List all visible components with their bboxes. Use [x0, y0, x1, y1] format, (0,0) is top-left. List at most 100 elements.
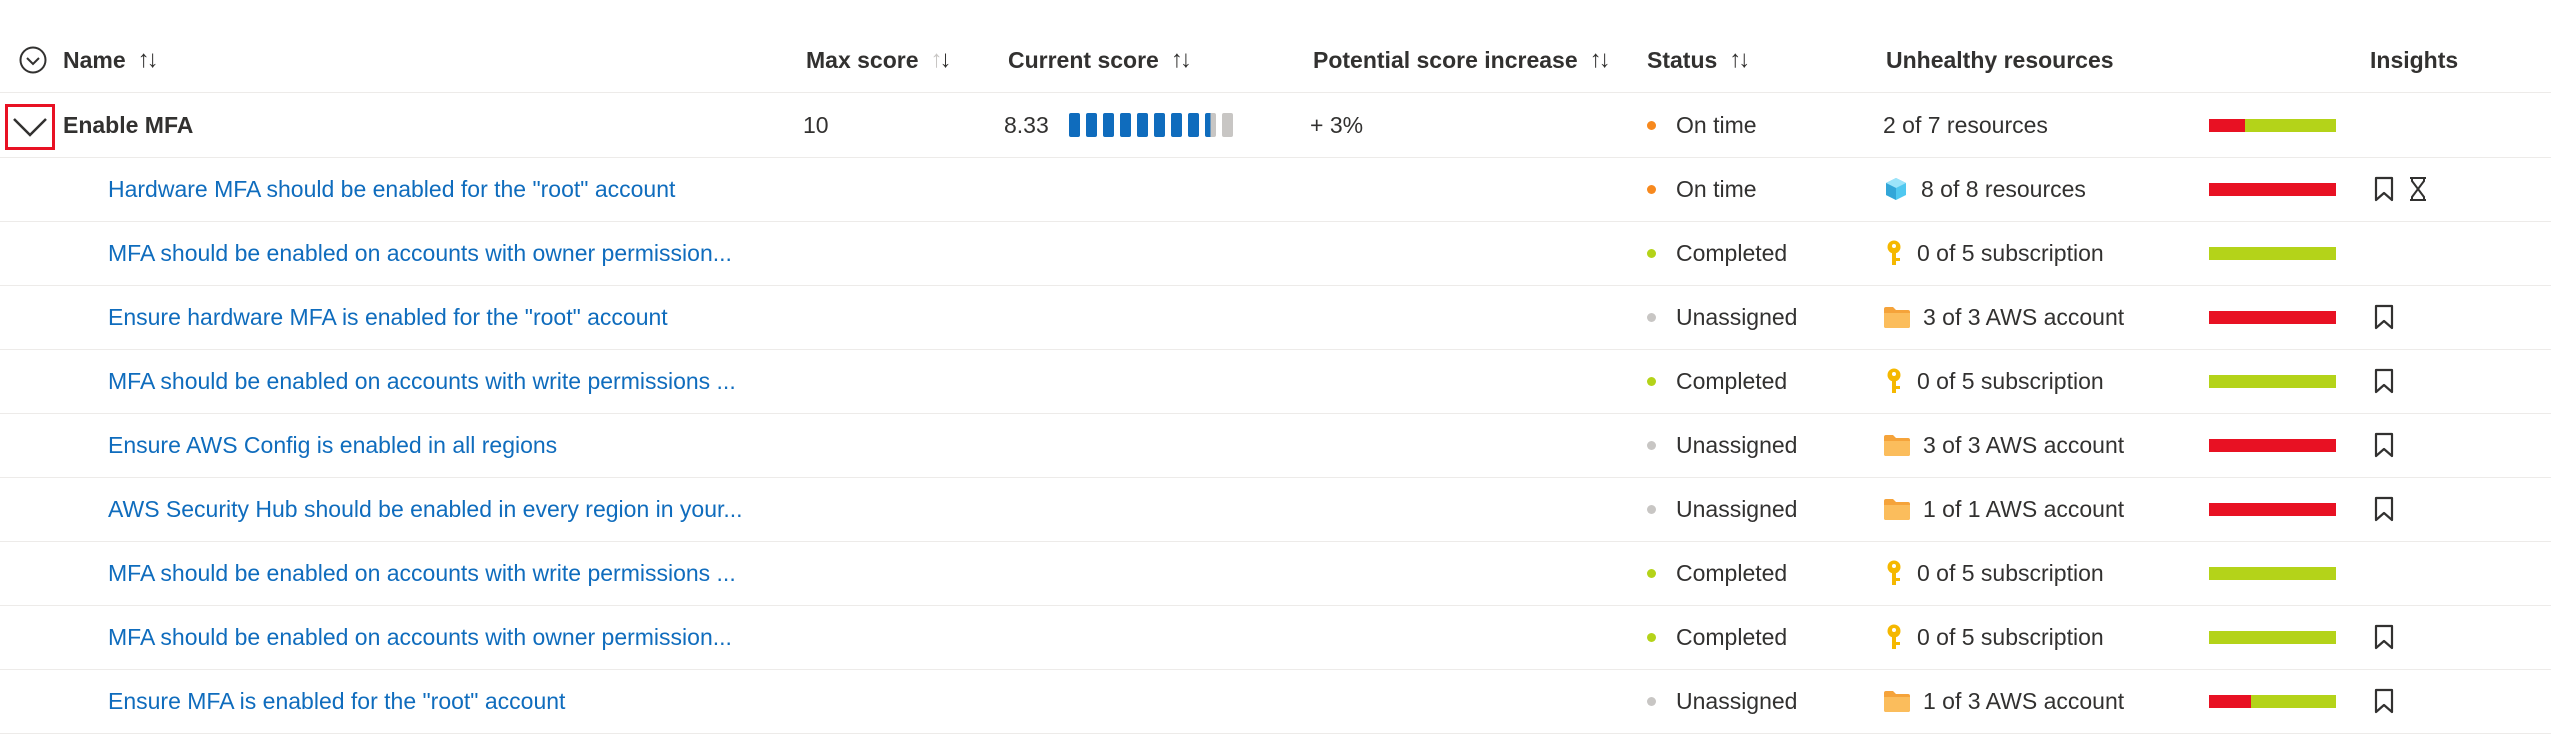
recommendation-status: Completed: [1647, 541, 1787, 605]
recommendation-name-link[interactable]: Ensure MFA is enabled for the "root" acc…: [108, 687, 566, 714]
group-unhealthy-resources: 2 of 7 resources: [1883, 111, 2048, 138]
score-segment: [1221, 113, 1233, 137]
folder-icon: [1883, 433, 1911, 457]
score-segment: [1119, 113, 1131, 137]
unhealthy-resources-bar: [2209, 311, 2336, 324]
bookmark-icon[interactable]: [2373, 413, 2395, 477]
recommendation-row[interactable]: Hardware MFA should be enabled for the "…: [0, 157, 2551, 222]
recommendation-status: Completed: [1647, 221, 1787, 285]
folder-icon: [1883, 497, 1911, 521]
unhealthy-portion: [2209, 439, 2336, 452]
recommendation-row[interactable]: MFA should be enabled on accounts with w…: [0, 349, 2551, 414]
bookmark-icon[interactable]: [2373, 477, 2395, 541]
unhealthy-resources-bar: [2209, 375, 2336, 388]
healthy-portion: [2209, 567, 2336, 580]
unhealthy-portion: [2209, 183, 2336, 196]
column-header-name[interactable]: Name ↑↓: [63, 46, 159, 73]
healthy-portion: [2209, 375, 2336, 388]
bookmark-icon[interactable]: [2373, 157, 2395, 221]
group-current-score: 8.33: [1004, 93, 1239, 157]
folder-icon: [1883, 689, 1911, 713]
unhealthy-resources-bar: [2209, 439, 2336, 452]
unhealthy-portion: [2209, 695, 2252, 708]
key-icon: [1883, 367, 1905, 395]
sort-icon[interactable]: ↑↓: [1170, 46, 1192, 73]
grid-header: Name ↑↓ Max score ↑↓ Current score ↑↓ Po…: [0, 28, 2551, 93]
status-dot: [1647, 312, 1656, 322]
recommendation-status: Unassigned: [1647, 477, 1797, 541]
group-row-enable-mfa[interactable]: Enable MFA 10 8.33 + 3% On time 2 of 7 r…: [0, 93, 2551, 158]
expand-all-icon[interactable]: [18, 45, 48, 75]
column-header-max-score[interactable]: Max score ↑↓: [806, 46, 952, 73]
recommendation-row[interactable]: AWS Security Hub should be enabled in ev…: [0, 477, 2551, 542]
recommendation-name-link[interactable]: Ensure AWS Config is enabled in all regi…: [108, 431, 558, 458]
score-segment: [1085, 113, 1097, 137]
bookmark-icon[interactable]: [2373, 285, 2395, 349]
bookmark-icon[interactable]: [2373, 605, 2395, 669]
recommendation-status: Unassigned: [1647, 285, 1797, 349]
folder-icon: [1883, 305, 1911, 329]
sort-icon[interactable]: ↑↓: [1589, 46, 1611, 73]
column-header-status[interactable]: Status ↑↓: [1647, 46, 1750, 73]
cube-icon: [1883, 176, 1909, 202]
recommendation-status: On time: [1647, 157, 1757, 221]
score-segment: [1136, 113, 1148, 137]
status-dot: [1647, 696, 1656, 706]
recommendation-status: Completed: [1647, 349, 1787, 413]
healthy-portion: [2251, 695, 2336, 708]
key-icon: [1883, 559, 1905, 587]
bookmark-icon[interactable]: [2373, 669, 2395, 733]
status-dot: [1647, 120, 1656, 130]
recommendation-row[interactable]: MFA should be enabled on accounts with o…: [0, 605, 2551, 670]
recommendation-name-link[interactable]: MFA should be enabled on accounts with w…: [108, 559, 736, 586]
group-status: On time: [1647, 93, 1757, 157]
column-header-potential-score[interactable]: Potential score increase ↑↓: [1313, 46, 1611, 73]
healthy-portion: [2209, 247, 2336, 260]
status-dot: [1647, 248, 1656, 258]
status-dot: [1647, 440, 1656, 450]
healthy-portion: [2245, 119, 2336, 132]
column-header-insights: Insights: [2370, 46, 2459, 73]
score-segment: [1068, 113, 1080, 137]
recommendation-row[interactable]: Ensure MFA is enabled for the "root" acc…: [0, 669, 2551, 734]
unhealthy-portion: [2209, 119, 2246, 132]
score-segment: [1153, 113, 1165, 137]
collapse-group-button[interactable]: [5, 104, 55, 150]
chevron-down-icon[interactable]: [11, 115, 49, 139]
group-name: Enable MFA: [63, 111, 194, 138]
recommendation-resources: 0 of 5 subscription: [1883, 605, 2104, 669]
recommendation-row[interactable]: Ensure AWS Config is enabled in all regi…: [0, 413, 2551, 478]
score-segment: [1102, 113, 1114, 137]
recommendation-resources: 0 of 5 subscription: [1883, 541, 2104, 605]
sort-icon[interactable]: ↑↓: [137, 46, 159, 73]
unhealthy-resources-bar: [2209, 503, 2336, 516]
recommendation-row[interactable]: MFA should be enabled on accounts with w…: [0, 541, 2551, 606]
recommendation-status: Completed: [1647, 605, 1787, 669]
unhealthy-resources-bar: [2209, 567, 2336, 580]
bookmark-icon[interactable]: [2373, 349, 2395, 413]
recommendation-name-link[interactable]: Ensure hardware MFA is enabled for the "…: [108, 303, 668, 330]
sort-icon[interactable]: ↑↓: [930, 46, 952, 73]
status-dot: [1647, 568, 1656, 578]
recommendation-name-link[interactable]: MFA should be enabled on accounts with w…: [108, 367, 736, 394]
hourglass-icon[interactable]: [2407, 157, 2429, 221]
recommendation-row[interactable]: MFA should be enabled on accounts with o…: [0, 221, 2551, 286]
group-max-score: 10: [803, 111, 829, 138]
select-all-toggle[interactable]: [18, 28, 48, 92]
score-segment: [1204, 113, 1216, 137]
status-dot: [1647, 504, 1656, 514]
recommendation-status: Unassigned: [1647, 413, 1797, 477]
group-potential-increase: + 3%: [1310, 111, 1364, 138]
recommendation-status: Unassigned: [1647, 669, 1797, 733]
sort-icon[interactable]: ↑↓: [1729, 46, 1750, 73]
recommendation-name-link[interactable]: Hardware MFA should be enabled for the "…: [108, 175, 676, 202]
unhealthy-resources-bar: [2209, 183, 2336, 196]
recommendation-name-link[interactable]: MFA should be enabled on accounts with o…: [108, 623, 732, 650]
score-segment: [1187, 113, 1199, 137]
recommendation-name-link[interactable]: MFA should be enabled on accounts with o…: [108, 239, 732, 266]
status-dot: [1647, 184, 1656, 194]
recommendation-name-link[interactable]: AWS Security Hub should be enabled in ev…: [108, 495, 743, 522]
status-dot: [1647, 632, 1656, 642]
column-header-current-score[interactable]: Current score ↑↓: [1008, 46, 1192, 73]
recommendation-row[interactable]: Ensure hardware MFA is enabled for the "…: [0, 285, 2551, 350]
